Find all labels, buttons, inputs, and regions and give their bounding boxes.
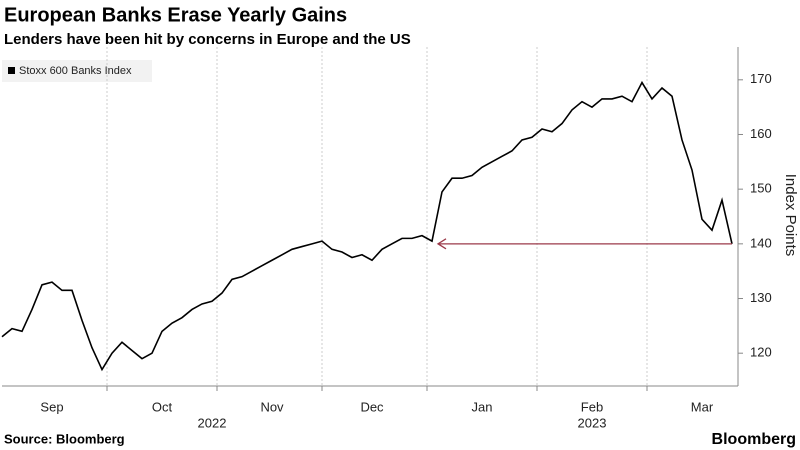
x-tick-label: Feb xyxy=(581,399,603,414)
x-tick-label: Nov xyxy=(260,399,284,414)
x-tick-label: Jan xyxy=(472,399,493,414)
logo: Bloomberg xyxy=(712,431,796,448)
y-tick-label: 120 xyxy=(750,345,772,360)
legend-swatch xyxy=(8,67,15,74)
y-tick-label: 160 xyxy=(750,126,772,141)
x-tick-label: Oct xyxy=(152,399,173,414)
annotation-arrowhead xyxy=(436,238,447,250)
y-axis-label: Index Points xyxy=(782,174,799,257)
y-tick-label: 140 xyxy=(750,235,772,250)
chart-title: European Banks Erase Yearly Gains xyxy=(4,4,347,26)
line xyxy=(1,80,733,372)
x-tick-label: Mar xyxy=(691,399,714,414)
x-tick-label: Sep xyxy=(40,399,63,414)
year-label: 2022 xyxy=(198,415,227,430)
y-tick-label: 130 xyxy=(750,290,772,305)
source: Source: Bloomberg xyxy=(4,431,125,446)
y-tick-label: 170 xyxy=(750,71,772,86)
year-label: 2023 xyxy=(578,415,607,430)
legend-box xyxy=(2,60,152,82)
legend-label: Stoxx 600 Banks Index xyxy=(19,65,132,77)
y-tick-label: 150 xyxy=(750,181,772,196)
x-tick-label: Dec xyxy=(360,399,384,414)
chart-subtitle: Lenders have been hit by concerns in Eur… xyxy=(4,31,411,48)
